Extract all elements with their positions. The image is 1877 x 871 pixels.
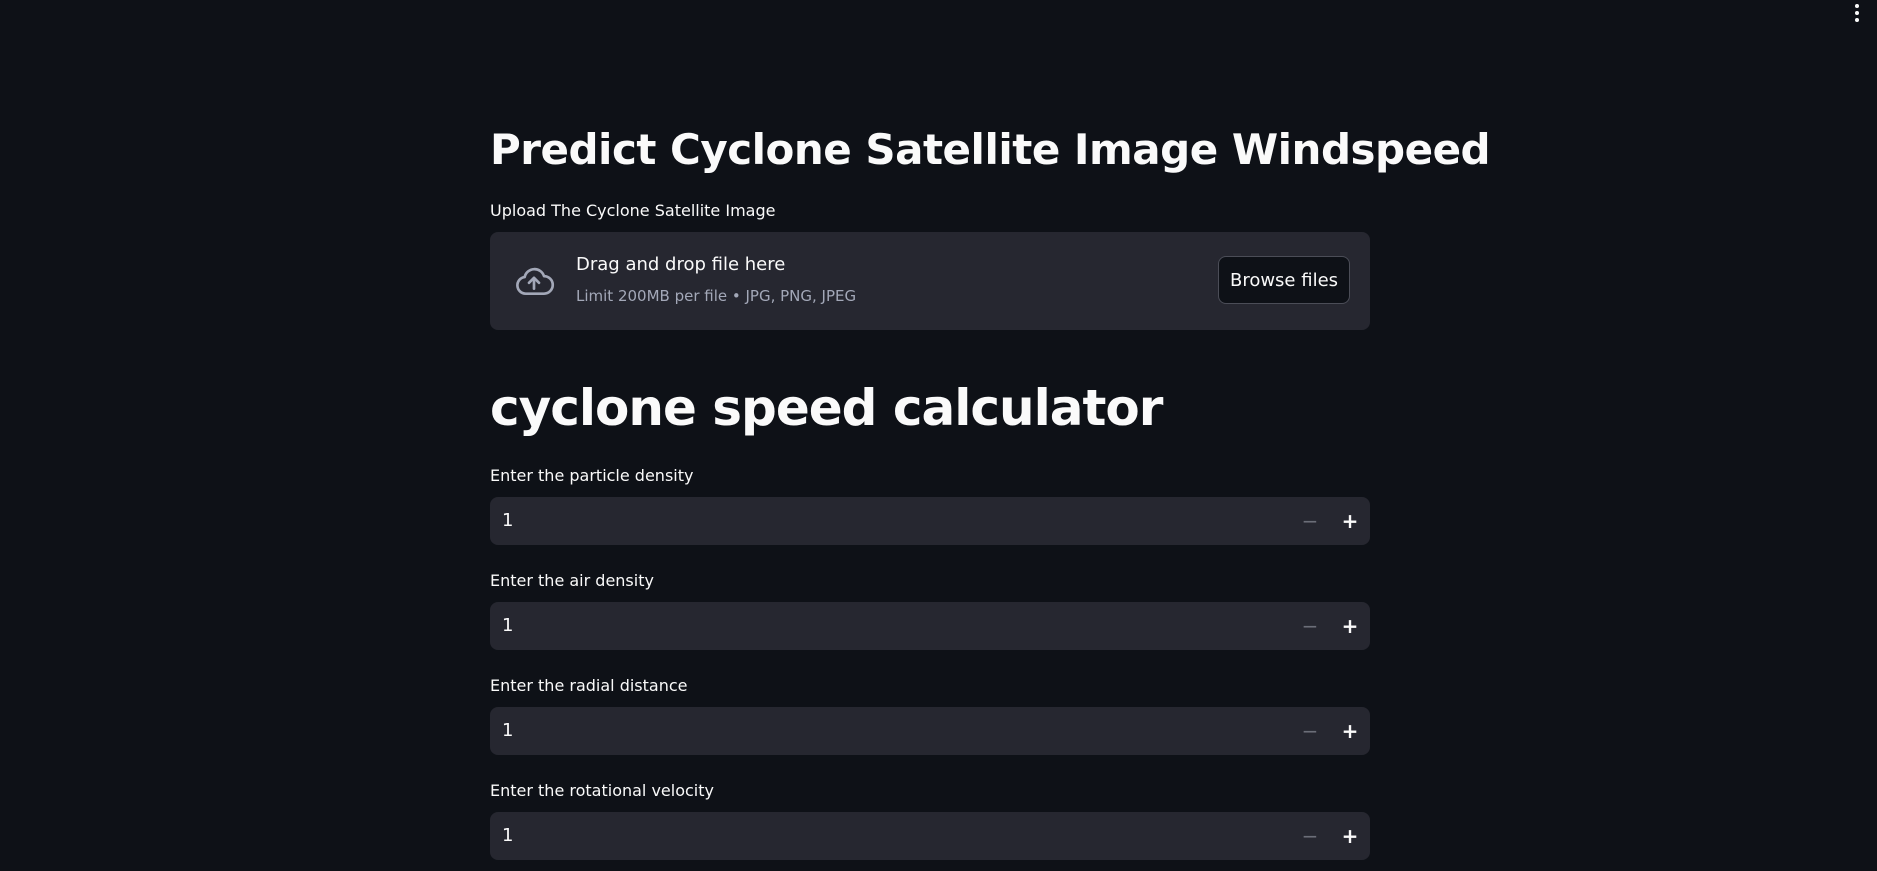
browse-files-button[interactable]: Browse files xyxy=(1218,256,1350,304)
rotational-velocity-label: Enter the rotational velocity xyxy=(490,781,714,800)
main-menu-button[interactable] xyxy=(1849,2,1865,24)
air-density-number-input: − + xyxy=(490,602,1370,650)
rotational-velocity-increment-button[interactable]: + xyxy=(1341,824,1359,848)
cloud-upload-icon xyxy=(516,267,555,295)
vertical-ellipsis-icon xyxy=(1855,4,1859,8)
particle-density-field[interactable] xyxy=(502,497,1282,545)
particle-density-increment-button[interactable]: + xyxy=(1341,509,1359,533)
radial-distance-decrement-button[interactable]: − xyxy=(1301,719,1319,743)
radial-distance-field[interactable] xyxy=(502,707,1282,755)
particle-density-label: Enter the particle density xyxy=(490,466,694,485)
file-uploader-dropzone[interactable]: Drag and drop file here Limit 200MB per … xyxy=(490,232,1370,330)
air-density-increment-button[interactable]: + xyxy=(1341,614,1359,638)
rotational-velocity-number-input: − + xyxy=(490,812,1370,860)
air-density-decrement-button[interactable]: − xyxy=(1301,614,1319,638)
radial-distance-label: Enter the radial distance xyxy=(490,676,688,695)
particle-density-number-input: − + xyxy=(490,497,1370,545)
uploader-label: Upload The Cyclone Satellite Image xyxy=(490,201,776,220)
drop-text: Drag and drop file here xyxy=(576,254,786,275)
page-title: Predict Cyclone Satellite Image Windspee… xyxy=(490,125,1491,174)
particle-density-decrement-button[interactable]: − xyxy=(1301,509,1319,533)
radial-distance-increment-button[interactable]: + xyxy=(1341,719,1359,743)
air-density-field[interactable] xyxy=(502,602,1282,650)
air-density-label: Enter the air density xyxy=(490,571,654,590)
calculator-title: cyclone speed calculator xyxy=(490,379,1163,437)
rotational-velocity-decrement-button[interactable]: − xyxy=(1301,824,1319,848)
upload-limit-text: Limit 200MB per file • JPG, PNG, JPEG xyxy=(576,287,857,305)
rotational-velocity-field[interactable] xyxy=(502,812,1282,860)
radial-distance-number-input: − + xyxy=(490,707,1370,755)
